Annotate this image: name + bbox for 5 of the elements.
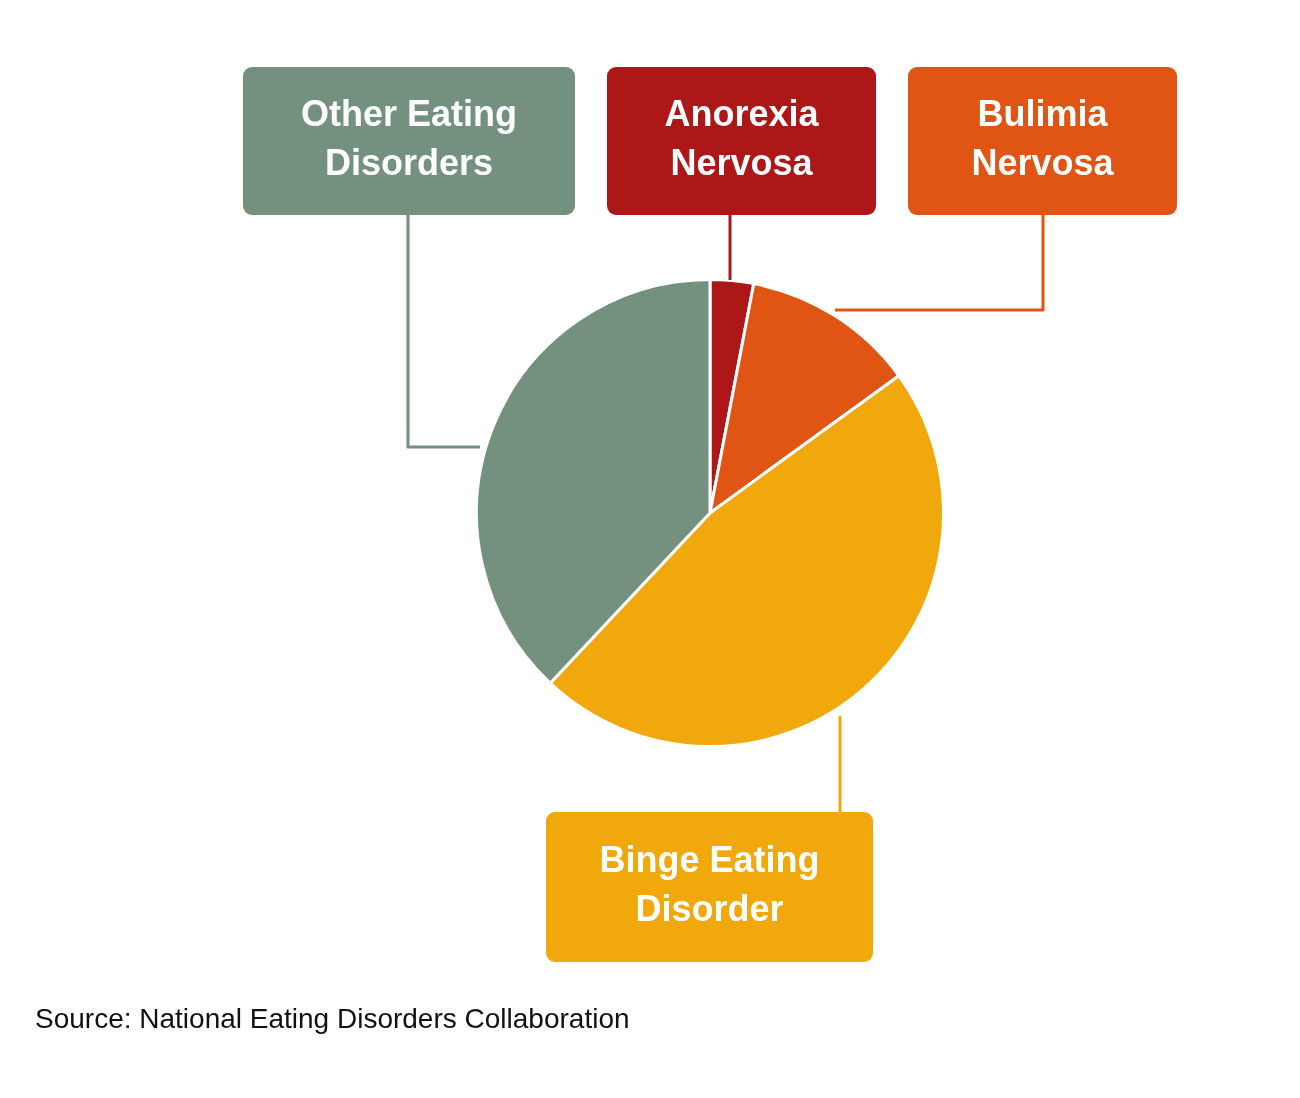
source-note: Source: National Eating Disorders Collaboration <box>35 1003 630 1035</box>
slice-label: Anorexia Nervosa <box>664 93 820 184</box>
slice-label: Bulimia Nervosa <box>971 93 1115 184</box>
slice-label: Binge Eating Disorder <box>599 839 820 930</box>
slice-label: Other Eating Disorders <box>300 93 518 184</box>
